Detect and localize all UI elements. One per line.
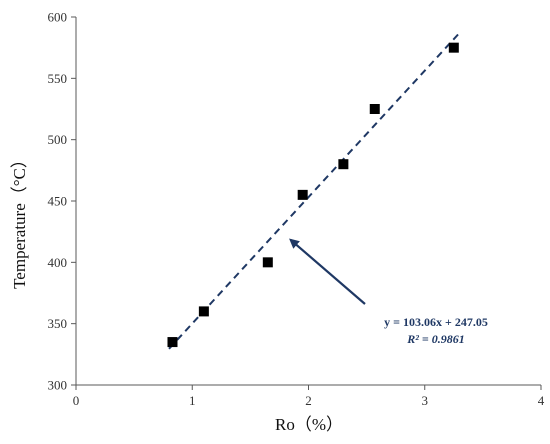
x-tick-label: 0 bbox=[73, 393, 80, 408]
data-point bbox=[198, 306, 209, 317]
trendline bbox=[168, 32, 461, 350]
x-tick-label: 3 bbox=[422, 393, 429, 408]
x-tick-label: 4 bbox=[538, 393, 545, 408]
data-point bbox=[167, 337, 178, 348]
data-point bbox=[369, 104, 380, 114]
data-points bbox=[167, 42, 459, 348]
y-tick-label: 550 bbox=[48, 71, 68, 86]
y-axis-label: Temperature（°C） bbox=[10, 151, 29, 289]
data-point bbox=[448, 42, 459, 53]
data-point bbox=[262, 257, 273, 268]
data-point bbox=[338, 159, 349, 170]
y-tick-label: 350 bbox=[48, 316, 68, 331]
data-point bbox=[297, 189, 308, 200]
trendline-line bbox=[168, 32, 461, 350]
trendline-equation: y = 103.06x + 247.05 bbox=[384, 315, 488, 329]
axes bbox=[75, 17, 541, 386]
annotation-arrow bbox=[289, 238, 366, 305]
y-tick-label: 450 bbox=[48, 194, 68, 209]
x-tick-label: 1 bbox=[189, 393, 196, 408]
ticks: 0 1 2 3 4 300 350 400 450 500 550 600 bbox=[48, 10, 545, 409]
x-tick-label: 2 bbox=[305, 393, 312, 408]
y-tick-label: 600 bbox=[48, 10, 68, 25]
y-tick-label: 300 bbox=[48, 378, 68, 393]
annotation: y = 103.06x + 247.05 R² = 0.9861 bbox=[289, 238, 488, 346]
r-squared-label: R² = 0.9861 bbox=[406, 332, 464, 346]
x-axis-label: Ro（%） bbox=[275, 415, 343, 434]
y-tick-label: 400 bbox=[48, 255, 68, 270]
y-tick-label: 500 bbox=[48, 132, 68, 147]
